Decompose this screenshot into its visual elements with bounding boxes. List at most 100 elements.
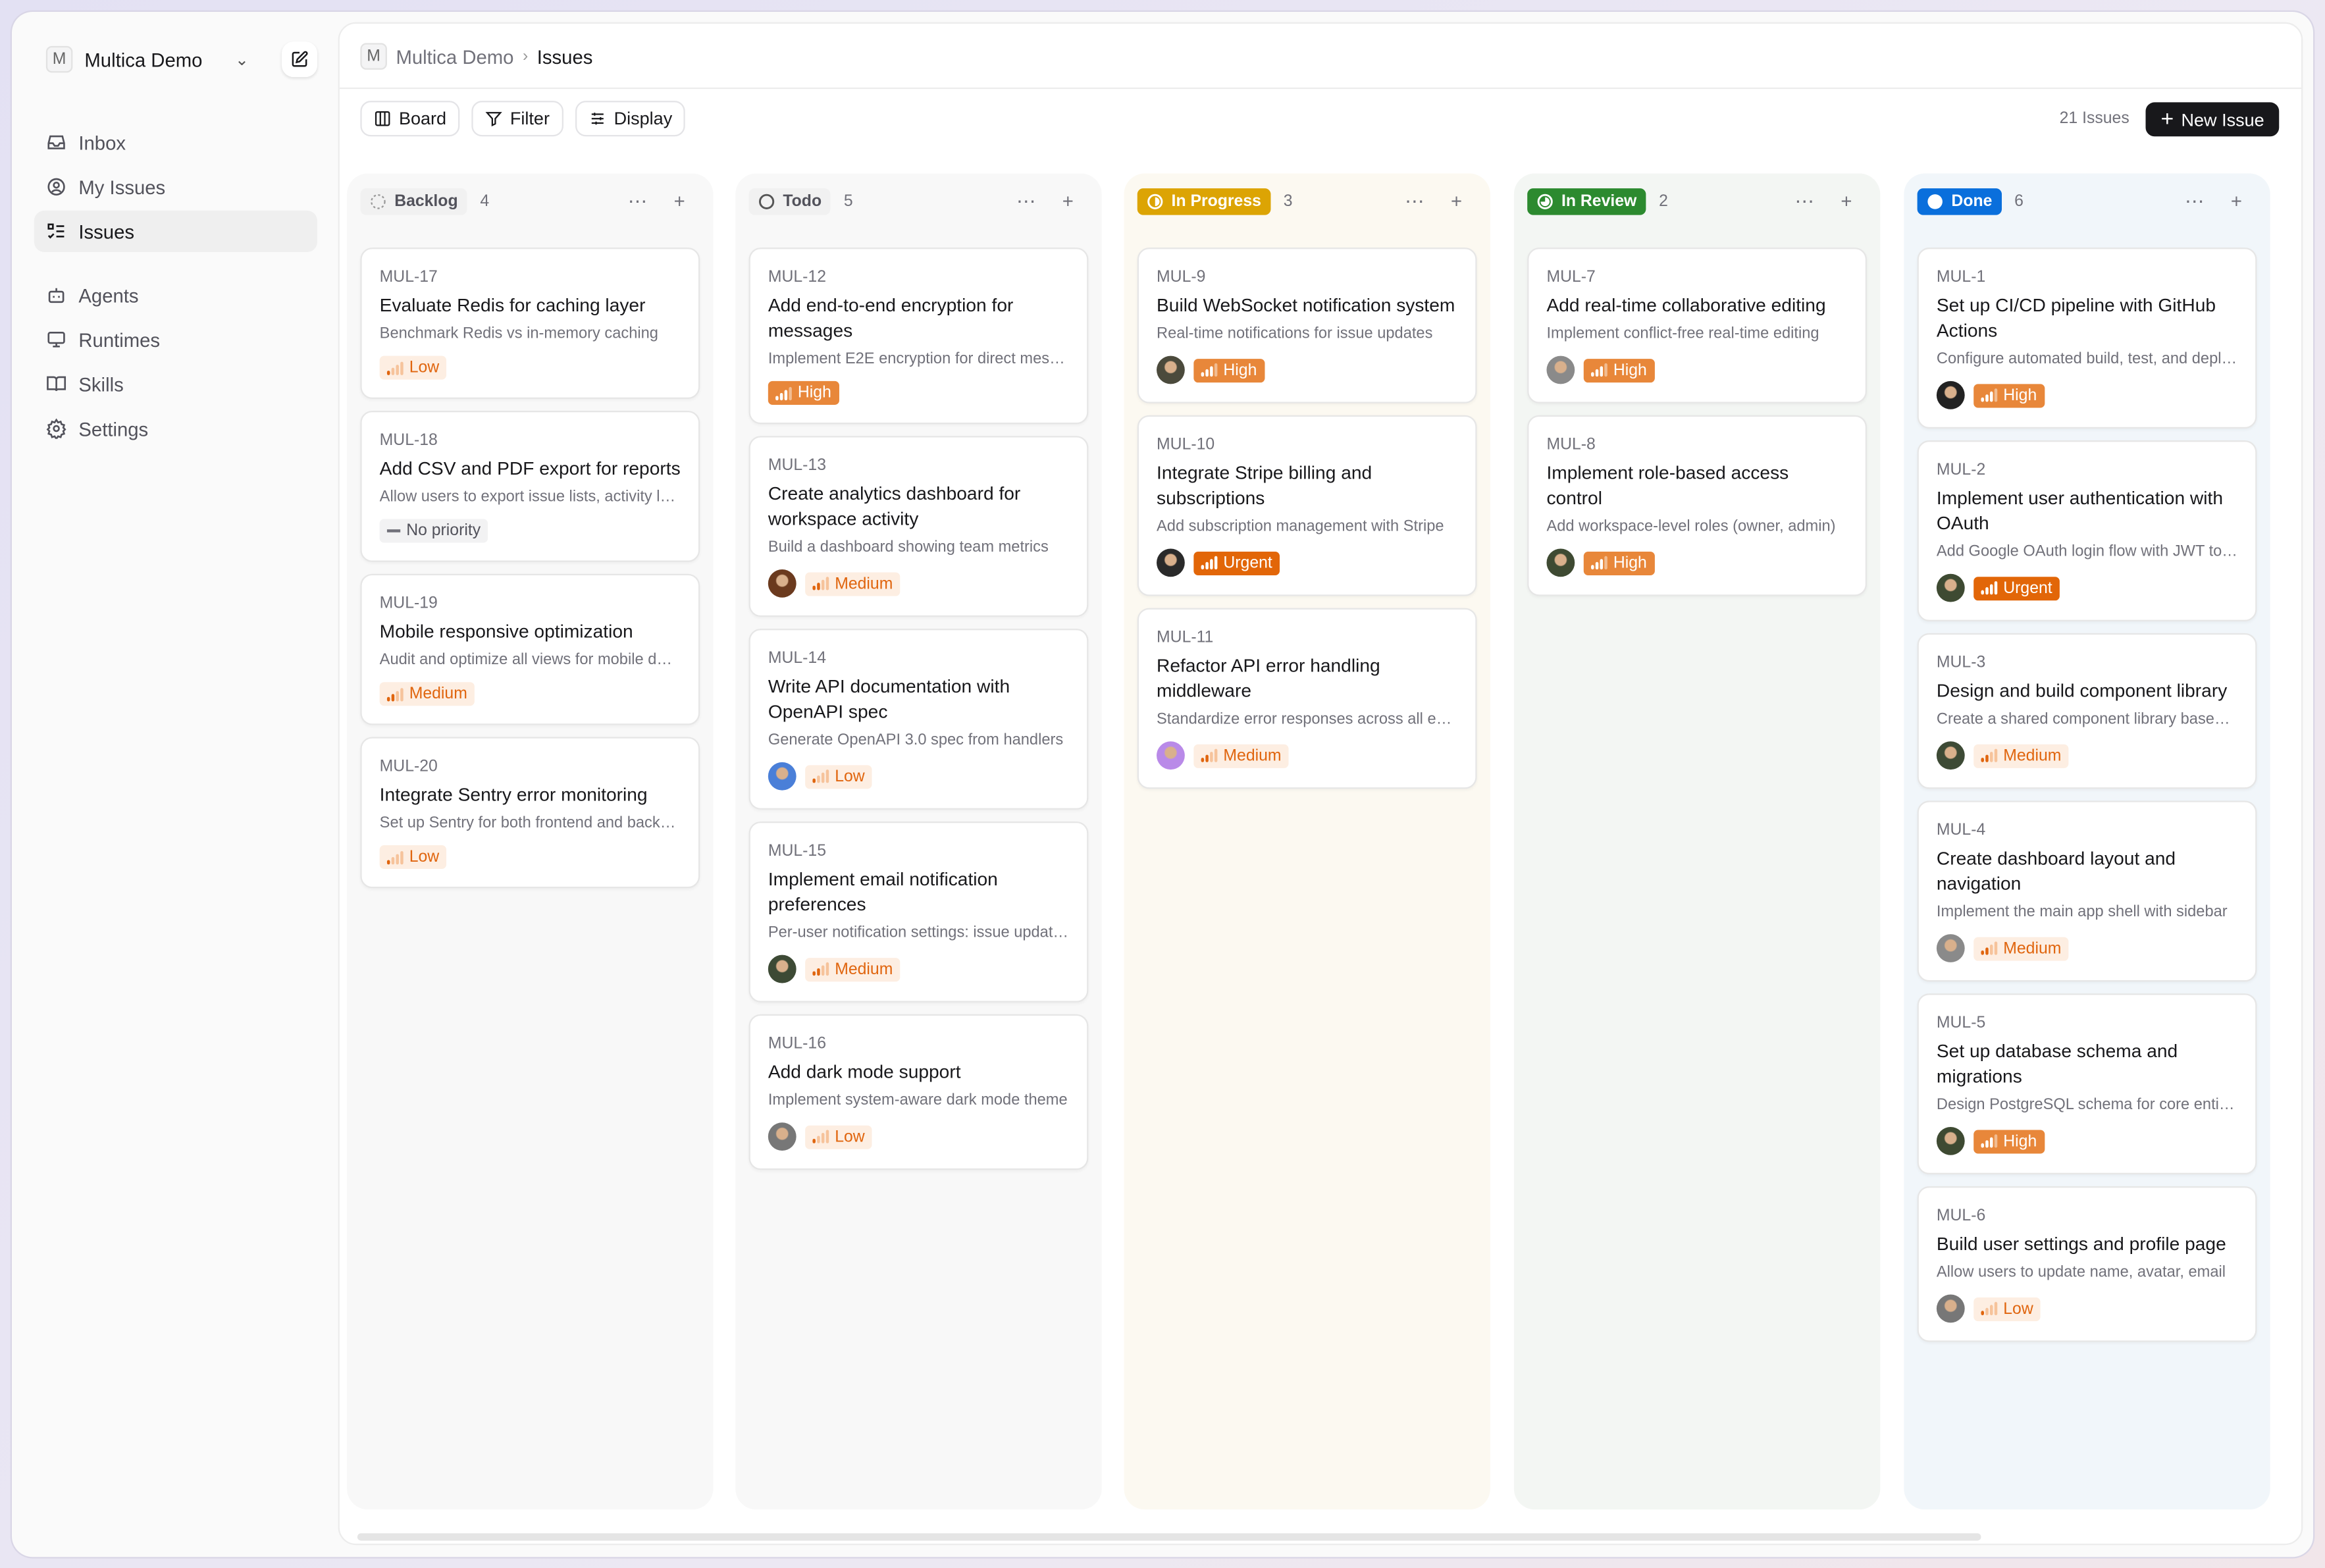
column-in-progress: In Progress 3 ⋯ + MUL-9 Build WebSocket n… [1124, 173, 1490, 1510]
priority-bars-icon [1201, 363, 1218, 377]
sidebar-item-my-issues[interactable]: My Issues [34, 166, 317, 207]
display-button[interactable]: Display [575, 101, 686, 137]
status-badge: Todo [748, 188, 831, 215]
issue-card[interactable]: MUL-16 Add dark mode support Implement s… [748, 1014, 1089, 1170]
issue-card[interactable]: MUL-15 Implement email notification pref… [748, 821, 1089, 1003]
issue-card[interactable]: MUL-13 Create analytics dashboard for wo… [748, 436, 1089, 617]
add-issue-plus-icon[interactable]: + [1450, 190, 1463, 213]
assignee-avatar[interactable] [1936, 380, 1965, 409]
compose-button[interactable] [281, 41, 318, 78]
priority-badge[interactable]: Medium [805, 571, 901, 596]
assignee-avatar[interactable] [1936, 1294, 1965, 1323]
issue-card[interactable]: MUL-4 Create dashboard layout and naviga… [1917, 800, 2257, 982]
priority-badge[interactable]: Medium [1973, 743, 2069, 768]
issue-card[interactable]: MUL-12 Add end-to-end encryption for mes… [748, 248, 1089, 425]
priority-badge[interactable]: Low [805, 764, 872, 789]
assignee-avatar[interactable] [768, 954, 797, 983]
priority-badge[interactable]: High [1583, 550, 1655, 575]
new-issue-button[interactable]: + New Issue [2145, 102, 2280, 137]
priority-badge[interactable]: Low [379, 355, 447, 380]
assignee-avatar[interactable] [1157, 741, 1185, 770]
assignee-avatar[interactable] [1157, 548, 1185, 577]
priority-badge[interactable]: High [1973, 383, 2045, 407]
assignee-avatar[interactable] [768, 1122, 797, 1151]
sidebar-item-runtimes[interactable]: Runtimes [34, 319, 317, 360]
priority-label: High [1613, 361, 1647, 379]
issue-card[interactable]: MUL-2 Implement user authentication with… [1917, 440, 2257, 621]
issue-card[interactable]: MUL-8 Implement role-based access contro… [1527, 415, 1868, 596]
issue-id: MUL-1 [1936, 268, 1986, 286]
priority-badge[interactable]: High [1193, 358, 1265, 382]
edit-icon [292, 51, 308, 67]
board-view-button[interactable]: Board [360, 101, 460, 137]
priority-badge[interactable]: Urgent [1973, 576, 2060, 600]
issue-card[interactable]: MUL-18 Add CSV and PDF export for report… [360, 410, 700, 562]
priority-badge[interactable]: Medium [379, 682, 475, 706]
issue-card[interactable]: MUL-1 Set up CI/CD pipeline with GitHub … [1917, 248, 2257, 429]
add-issue-plus-icon[interactable]: + [1841, 190, 1852, 213]
more-icon[interactable]: ⋯ [627, 190, 648, 213]
assignee-avatar[interactable] [1936, 741, 1965, 770]
issue-id: MUL-19 [379, 594, 438, 613]
assignee-avatar[interactable] [1936, 573, 1965, 602]
sidebar-item-label: Inbox [78, 131, 126, 154]
assignee-avatar[interactable] [1546, 548, 1575, 577]
priority-badge[interactable]: Low [805, 1124, 872, 1149]
issue-card[interactable]: MUL-17 Evaluate Redis for caching layer … [360, 248, 700, 399]
more-icon[interactable]: ⋯ [1016, 190, 1036, 213]
assignee-avatar[interactable] [1157, 355, 1185, 384]
sidebar-item-agents[interactable]: Agents [34, 274, 317, 316]
issue-title: Create dashboard layout and navigation [1936, 848, 2176, 895]
priority-badge[interactable]: Urgent [1193, 550, 1280, 575]
issue-description: Standardize error responses across all e… [1157, 710, 1457, 729]
assignee-avatar[interactable] [1936, 934, 1965, 962]
assignee-avatar[interactable] [768, 762, 797, 791]
more-icon[interactable]: ⋯ [1794, 190, 1814, 213]
priority-badge[interactable]: Medium [805, 957, 901, 981]
add-issue-plus-icon[interactable]: + [1062, 190, 1074, 213]
more-icon[interactable]: ⋯ [2184, 190, 2205, 213]
priority-bars-icon [386, 850, 404, 864]
priority-badge[interactable]: Low [1973, 1296, 2041, 1320]
priority-badge[interactable]: High [1583, 358, 1655, 382]
priority-badge[interactable]: No priority [379, 519, 488, 543]
issue-card[interactable]: MUL-10 Integrate Stripe billing and subs… [1137, 415, 1477, 596]
new-issue-label: New Issue [2181, 109, 2264, 130]
sidebar-item-inbox[interactable]: Inbox [34, 122, 317, 163]
issue-card[interactable]: MUL-14 Write API documentation with Open… [748, 629, 1089, 810]
assignee-avatar[interactable] [1546, 355, 1575, 384]
issue-card[interactable]: MUL-6 Build user settings and profile pa… [1917, 1186, 2257, 1342]
sidebar-item-issues[interactable]: Issues [34, 210, 318, 252]
priority-label: Low [835, 1128, 865, 1146]
issue-description: Real-time notifications for issue update… [1157, 325, 1433, 343]
column-header: In Review 2 ⋯ + [1527, 187, 1867, 217]
issue-card[interactable]: MUL-7 Add real-time collaborative editin… [1527, 248, 1868, 404]
priority-badge[interactable]: High [768, 380, 839, 405]
priority-badge[interactable]: Medium [1973, 936, 2069, 960]
sidebar-item-label: Issues [78, 220, 135, 243]
more-icon[interactable]: ⋯ [1405, 190, 1424, 213]
page-title: Issues [536, 45, 593, 68]
sidebar-item-label: My Issues [78, 175, 166, 198]
breadcrumb-workspace[interactable]: Multica Demo [396, 45, 514, 68]
priority-badge[interactable]: Medium [1193, 743, 1289, 768]
priority-badge[interactable]: Low [379, 845, 447, 870]
issue-card[interactable]: MUL-3 Design and build component library… [1917, 633, 2257, 789]
sidebar-item-label: Agents [78, 284, 139, 307]
priority-badge[interactable]: High [1973, 1129, 2045, 1153]
filter-button[interactable]: Filter [471, 101, 563, 137]
add-issue-plus-icon[interactable]: + [2230, 190, 2242, 213]
horizontal-scrollbar[interactable] [357, 1533, 1981, 1541]
assignee-avatar[interactable] [768, 569, 797, 598]
issue-card[interactable]: MUL-5 Set up database schema and migrati… [1917, 993, 2257, 1175]
issue-card[interactable]: MUL-11 Refactor API error handling middl… [1137, 608, 1477, 789]
issue-card[interactable]: MUL-9 Build WebSocket notification syste… [1137, 248, 1477, 404]
sidebar-item-skills[interactable]: Skills [34, 363, 317, 405]
issue-card[interactable]: MUL-19 Mobile responsive optimization Au… [360, 573, 700, 725]
add-issue-plus-icon[interactable]: + [673, 190, 685, 213]
assignee-avatar[interactable] [1936, 1126, 1965, 1155]
sidebar-item-settings[interactable]: Settings [34, 407, 317, 449]
issue-card[interactable]: MUL-20 Integrate Sentry error monitoring… [360, 737, 700, 889]
workspace-switcher[interactable]: M Multica Demo ⌄ [45, 45, 249, 73]
priority-label: High [797, 384, 831, 402]
